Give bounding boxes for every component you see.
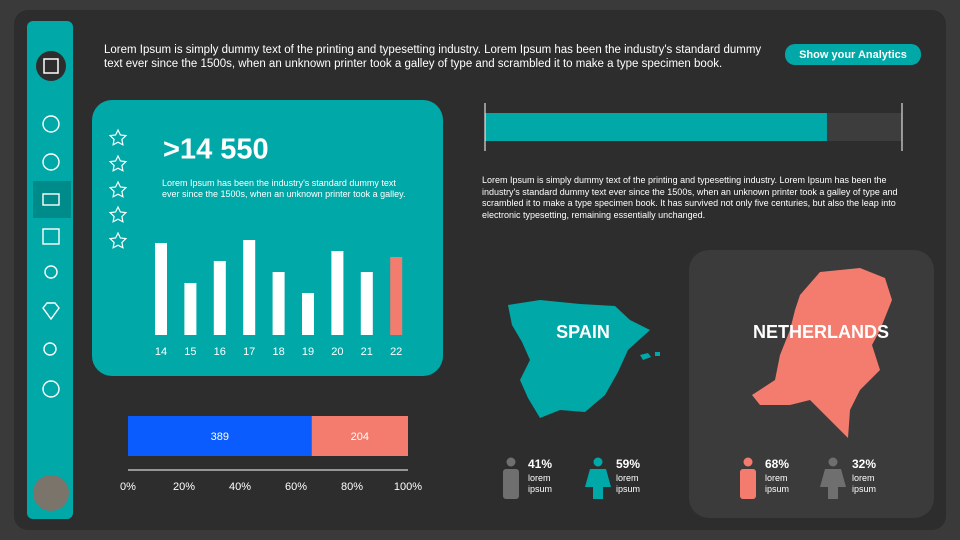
sidebar-icons	[42, 115, 60, 398]
stat-percent: 41%	[528, 457, 552, 471]
x-tick-label: 60%	[285, 481, 307, 493]
bar-segment	[311, 416, 408, 456]
paragraph: Lorem Ipsum is simply dummy text of the …	[482, 175, 898, 220]
x-tick-label: 21	[361, 346, 373, 358]
card-text: Lorem Ipsum has been the industry's stan…	[162, 178, 406, 199]
logo-icon	[43, 58, 59, 74]
bar	[243, 240, 256, 335]
bar	[390, 257, 403, 335]
icon-clock[interactable]	[42, 153, 60, 171]
stars	[108, 128, 128, 249]
icon-calendar[interactable]	[42, 228, 60, 245]
data-label: 389	[211, 431, 229, 443]
map-spain	[508, 300, 650, 418]
x-tick-label: 22	[390, 346, 402, 358]
progress-fill	[485, 113, 827, 141]
icon-users[interactable]	[44, 265, 58, 279]
stat-percent: 68%	[765, 457, 789, 471]
region-name: NETHERLANDS	[753, 322, 889, 342]
icon-settings[interactable]	[42, 115, 60, 133]
analytics-button[interactable]	[785, 44, 921, 65]
data-label: 204	[351, 431, 369, 443]
stat-text: lorem ipsum	[616, 473, 641, 494]
icon-diamond[interactable]	[42, 302, 60, 321]
avatar[interactable]	[33, 475, 69, 511]
icon-case[interactable]	[42, 193, 60, 206]
button-label[interactable]: Show your Analytics	[799, 49, 907, 61]
sidebar	[27, 21, 73, 519]
bar	[184, 283, 197, 335]
x-tick-label: 15	[184, 346, 196, 358]
bar	[302, 293, 314, 335]
x-tick-label: 19	[302, 346, 314, 358]
x-tick-label: 20	[331, 346, 343, 358]
x-tick-label: 16	[214, 346, 226, 358]
stat-percent: 32%	[852, 457, 876, 471]
x-tick-label: 17	[243, 346, 255, 358]
icon-zoom[interactable]	[43, 342, 57, 356]
x-tick-label: 80%	[341, 481, 363, 493]
x-tick-label: 14	[155, 346, 167, 358]
logo	[36, 51, 66, 81]
region-name: SPAIN	[556, 322, 610, 342]
stat-text: lorem ipsum	[852, 473, 877, 494]
headline: >14 550	[163, 134, 269, 166]
x-tick-label: 0%	[120, 481, 136, 493]
x-tick-label: 100%	[394, 481, 422, 493]
bar	[272, 272, 285, 335]
bar-segment	[128, 416, 312, 456]
stats-card	[92, 100, 443, 376]
stat-percent: 59%	[616, 457, 640, 471]
bar	[213, 261, 226, 335]
person-icons	[503, 457, 846, 499]
stat-text: lorem ipsum	[765, 473, 790, 494]
x-tick-label: 20%	[173, 481, 195, 493]
map-islands	[640, 352, 660, 360]
bar	[331, 251, 344, 335]
x-tick-label: 18	[272, 346, 284, 358]
map-netherlands	[752, 268, 892, 438]
active-item	[33, 181, 71, 218]
header-text: Lorem Ipsum is simply dummy text of the …	[104, 44, 762, 70]
bar	[360, 272, 373, 335]
x-tick-label: 40%	[229, 481, 251, 493]
icon-star[interactable]	[42, 380, 60, 398]
stat-text: lorem ipsum	[528, 473, 553, 494]
bar	[155, 243, 167, 335]
